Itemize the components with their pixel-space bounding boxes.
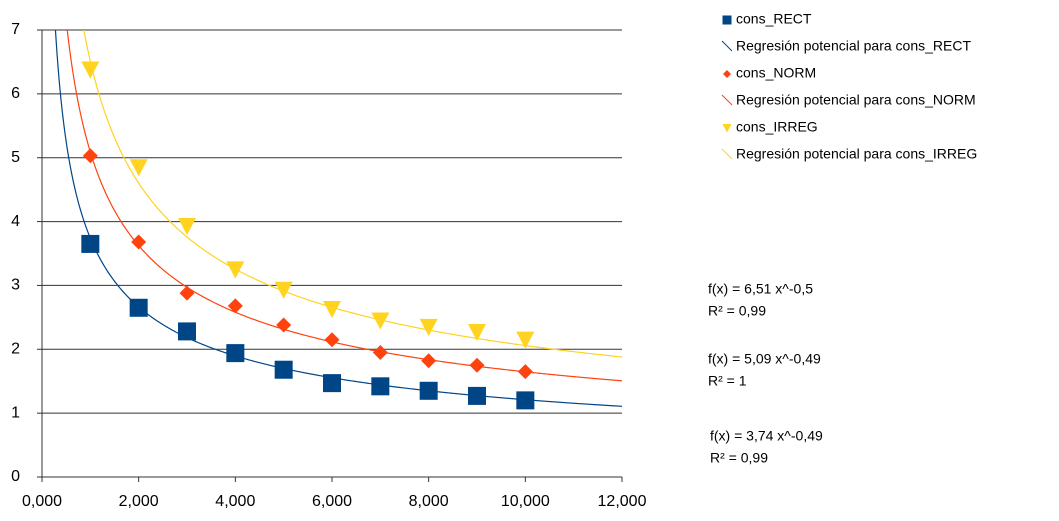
- point: [323, 374, 341, 393]
- point: [179, 285, 195, 301]
- y-tick-label: 4: [11, 213, 20, 230]
- point: [226, 261, 245, 279]
- point: [81, 61, 100, 79]
- legend-line: [721, 148, 733, 160]
- point: [371, 312, 390, 330]
- legend-line: [721, 40, 733, 52]
- point: [274, 360, 293, 379]
- point: [81, 234, 100, 253]
- point: [371, 377, 390, 396]
- point: [178, 322, 196, 341]
- point: [129, 159, 148, 177]
- y-tick-label: 5: [11, 149, 20, 166]
- trend-line: [66, 30, 622, 382]
- point: [324, 332, 340, 348]
- point: [517, 364, 533, 380]
- trend-equation: f(x) = 3,74 x^-0,49: [710, 428, 823, 444]
- legend-line: [721, 94, 733, 106]
- trend-r2: R² = 0,99: [708, 303, 766, 319]
- x-tick-label: 12,000: [598, 493, 647, 510]
- point: [469, 357, 485, 373]
- point: [227, 298, 243, 314]
- y-tick-label: 1: [11, 404, 20, 421]
- point: [419, 381, 438, 400]
- point: [178, 217, 196, 236]
- legend-label: Regresión potencial para cons_RECT: [736, 38, 971, 54]
- point: [516, 391, 535, 410]
- point: [82, 148, 98, 164]
- trend-equation: f(x) = 5,09 x^-0,49: [708, 351, 821, 367]
- y-tick-label: 7: [11, 21, 20, 38]
- x-tick-label: 8,000: [409, 493, 449, 510]
- point: [421, 353, 437, 369]
- trend-r2: R² = 0,99: [710, 450, 768, 466]
- legend-label: cons_RECT: [736, 11, 812, 27]
- y-tick-label: 3: [11, 277, 20, 294]
- point: [372, 344, 388, 360]
- x-tick-label: 6,000: [312, 493, 352, 510]
- point: [468, 323, 486, 342]
- point: [276, 317, 292, 333]
- x-tick-label: 4,000: [215, 493, 255, 510]
- legend-label: cons_IRREG: [736, 119, 818, 135]
- legend-marker: [722, 15, 732, 25]
- trend-equation: f(x) = 6,51 x^-0,5: [708, 281, 813, 297]
- legend-label: Regresión potencial para cons_IRREG: [736, 146, 977, 162]
- y-tick-label: 6: [11, 85, 20, 102]
- y-tick-label: 0: [11, 468, 20, 485]
- x-tick-label: 10,000: [501, 493, 550, 510]
- x-tick-label: 2,000: [119, 493, 159, 510]
- legend-marker: [722, 123, 732, 133]
- legend-label: Regresión potencial para cons_NORM: [736, 92, 976, 108]
- point: [129, 298, 148, 317]
- legend-label: cons_NORM: [736, 65, 816, 81]
- point: [131, 234, 147, 250]
- y-tick-label: 2: [11, 341, 20, 358]
- point: [323, 300, 341, 319]
- legend-marker: [723, 70, 731, 78]
- trend-r2: R² = 1: [708, 373, 747, 389]
- point: [226, 344, 245, 363]
- point: [468, 386, 486, 405]
- x-tick-label: 0,000: [22, 493, 62, 510]
- point: [274, 281, 293, 299]
- point: [516, 331, 535, 349]
- point: [419, 318, 438, 336]
